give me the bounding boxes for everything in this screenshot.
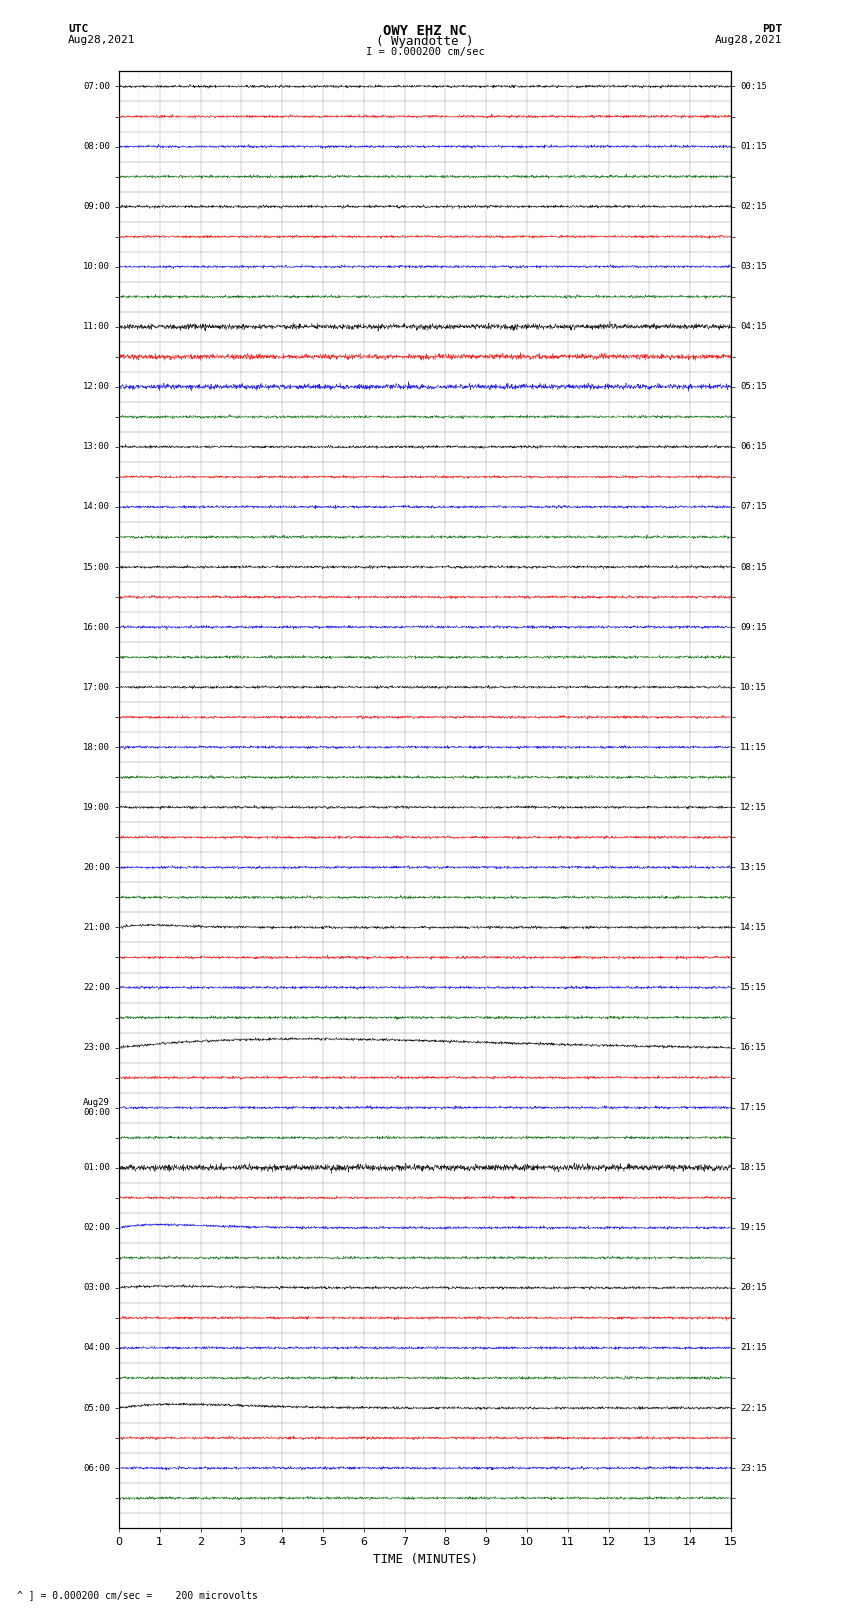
- Text: PDT: PDT: [762, 24, 782, 34]
- Text: I = 0.000200 cm/sec: I = 0.000200 cm/sec: [366, 47, 484, 56]
- Text: ( Wyandotte ): ( Wyandotte ): [377, 35, 473, 48]
- X-axis label: TIME (MINUTES): TIME (MINUTES): [372, 1553, 478, 1566]
- Text: Aug28,2021: Aug28,2021: [715, 35, 782, 45]
- Text: OWY EHZ NC: OWY EHZ NC: [383, 24, 467, 39]
- Text: Aug28,2021: Aug28,2021: [68, 35, 135, 45]
- Text: UTC: UTC: [68, 24, 88, 34]
- Text: ^ ] = 0.000200 cm/sec =    200 microvolts: ^ ] = 0.000200 cm/sec = 200 microvolts: [17, 1590, 258, 1600]
